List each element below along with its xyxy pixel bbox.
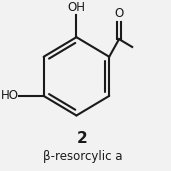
Text: 2: 2 <box>77 131 88 147</box>
Text: O: O <box>114 7 124 20</box>
Text: HO: HO <box>1 89 19 102</box>
Text: OH: OH <box>67 1 86 14</box>
Text: β-resorcylic a: β-resorcylic a <box>43 150 122 163</box>
